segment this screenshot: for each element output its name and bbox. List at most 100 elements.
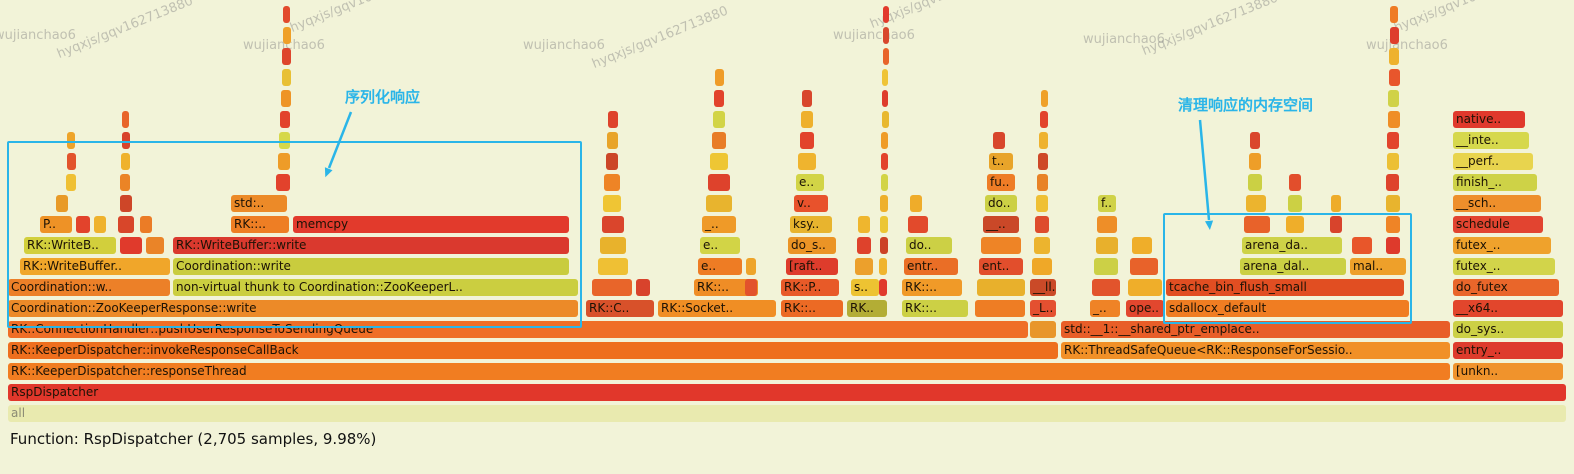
frame[interactable]: [715, 69, 724, 86]
frame[interactable]: Coordination::ZooKeeperResponse::write: [8, 300, 578, 317]
frame[interactable]: [1390, 6, 1398, 23]
frame[interactable]: sdallocx_default: [1166, 300, 1409, 317]
frame[interactable]: RK::..: [694, 279, 758, 296]
frame[interactable]: native..: [1453, 111, 1525, 128]
frame[interactable]: [1386, 216, 1400, 233]
frame[interactable]: __ll..: [1030, 279, 1056, 296]
frame[interactable]: [883, 27, 889, 44]
frame[interactable]: [283, 27, 291, 44]
frame[interactable]: [1096, 237, 1118, 254]
frame[interactable]: [1331, 195, 1341, 212]
frame[interactable]: non-virtual thunk to Coordination::ZooKe…: [173, 279, 578, 296]
frame[interactable]: [604, 174, 620, 191]
frame[interactable]: _L..: [1030, 300, 1056, 317]
frame[interactable]: [1386, 237, 1400, 254]
frame[interactable]: __x64..: [1453, 300, 1563, 317]
frame[interactable]: do_futex: [1453, 279, 1559, 296]
frame[interactable]: [800, 132, 814, 149]
frame[interactable]: [56, 195, 68, 212]
frame[interactable]: [606, 153, 618, 170]
frame[interactable]: [798, 153, 816, 170]
frame[interactable]: [1388, 90, 1399, 107]
frame[interactable]: [1040, 111, 1048, 128]
frame[interactable]: [1249, 153, 1261, 170]
frame[interactable]: v..: [794, 195, 828, 212]
frame[interactable]: [1289, 174, 1301, 191]
frame[interactable]: [1330, 216, 1342, 233]
frame[interactable]: [708, 174, 730, 191]
frame[interactable]: RK::ThreadSafeQueue<RK::ResponseForSessi…: [1061, 342, 1450, 359]
frame[interactable]: [598, 258, 628, 275]
frame[interactable]: RK::C..: [586, 300, 654, 317]
frame[interactable]: [raft..: [786, 258, 838, 275]
frame[interactable]: [281, 90, 291, 107]
frame[interactable]: [603, 195, 621, 212]
frame[interactable]: tcache_bin_flush_small: [1166, 279, 1404, 296]
frame[interactable]: [1244, 216, 1270, 233]
frame[interactable]: e..: [700, 237, 740, 254]
frame[interactable]: [977, 279, 1025, 296]
frame[interactable]: [706, 195, 732, 212]
frame[interactable]: [279, 132, 290, 149]
frame[interactable]: [283, 6, 290, 23]
frame[interactable]: e..: [698, 258, 742, 275]
frame[interactable]: [1132, 237, 1152, 254]
frame[interactable]: [745, 279, 757, 296]
frame[interactable]: [883, 48, 889, 65]
frame[interactable]: futex_..: [1453, 237, 1551, 254]
frame[interactable]: [881, 153, 888, 170]
frame[interactable]: [880, 195, 888, 212]
frame[interactable]: [1246, 195, 1266, 212]
frame[interactable]: [880, 216, 888, 233]
frame[interactable]: [unkn..: [1453, 363, 1563, 380]
frame[interactable]: [1250, 132, 1260, 149]
frame[interactable]: [883, 6, 889, 23]
frame[interactable]: std::__1::__shared_ptr_emplace..: [1061, 321, 1450, 338]
frame[interactable]: [1035, 216, 1049, 233]
frame[interactable]: [121, 153, 130, 170]
frame[interactable]: s..: [851, 279, 879, 296]
frame[interactable]: entry_..: [1453, 342, 1563, 359]
frame[interactable]: __perf..: [1453, 153, 1533, 170]
frame[interactable]: [802, 90, 812, 107]
frame[interactable]: arena_da..: [1242, 237, 1342, 254]
frame[interactable]: [67, 153, 76, 170]
frame[interactable]: [280, 111, 290, 128]
frame[interactable]: [882, 111, 889, 128]
frame[interactable]: [146, 237, 164, 254]
frame[interactable]: [746, 258, 756, 275]
frame[interactable]: RK..: [847, 300, 887, 317]
frame[interactable]: [66, 174, 76, 191]
frame[interactable]: arena_dal..: [1240, 258, 1346, 275]
frame[interactable]: t..: [989, 153, 1013, 170]
frame[interactable]: [855, 258, 873, 275]
frame[interactable]: fu..: [987, 174, 1015, 191]
frame[interactable]: [76, 216, 90, 233]
frame[interactable]: RK::ConnectionHandler::pushUserResponseT…: [8, 321, 1028, 338]
frame[interactable]: [713, 111, 725, 128]
frame[interactable]: [140, 216, 152, 233]
frame[interactable]: [1092, 279, 1120, 296]
frame[interactable]: [120, 195, 132, 212]
frame[interactable]: ksy..: [790, 216, 832, 233]
frame[interactable]: [1387, 153, 1399, 170]
frame[interactable]: [1130, 258, 1158, 275]
frame[interactable]: [881, 174, 888, 191]
frame[interactable]: [712, 132, 726, 149]
frame[interactable]: RspDispatcher: [8, 384, 1566, 401]
frame[interactable]: memcpy: [293, 216, 569, 233]
frame[interactable]: _..: [1090, 300, 1120, 317]
frame[interactable]: Coordination::w..: [8, 279, 170, 296]
frame[interactable]: [118, 216, 134, 233]
frame[interactable]: __sch..: [1453, 195, 1541, 212]
frame[interactable]: [278, 153, 290, 170]
frame[interactable]: [607, 132, 618, 149]
frame[interactable]: [981, 237, 1021, 254]
frame[interactable]: [1038, 153, 1048, 170]
frame[interactable]: [592, 279, 632, 296]
frame[interactable]: [1041, 90, 1048, 107]
frame[interactable]: [282, 48, 291, 65]
frame[interactable]: [1037, 174, 1048, 191]
frame[interactable]: RK::..: [231, 216, 289, 233]
frame[interactable]: RK::..: [902, 300, 968, 317]
